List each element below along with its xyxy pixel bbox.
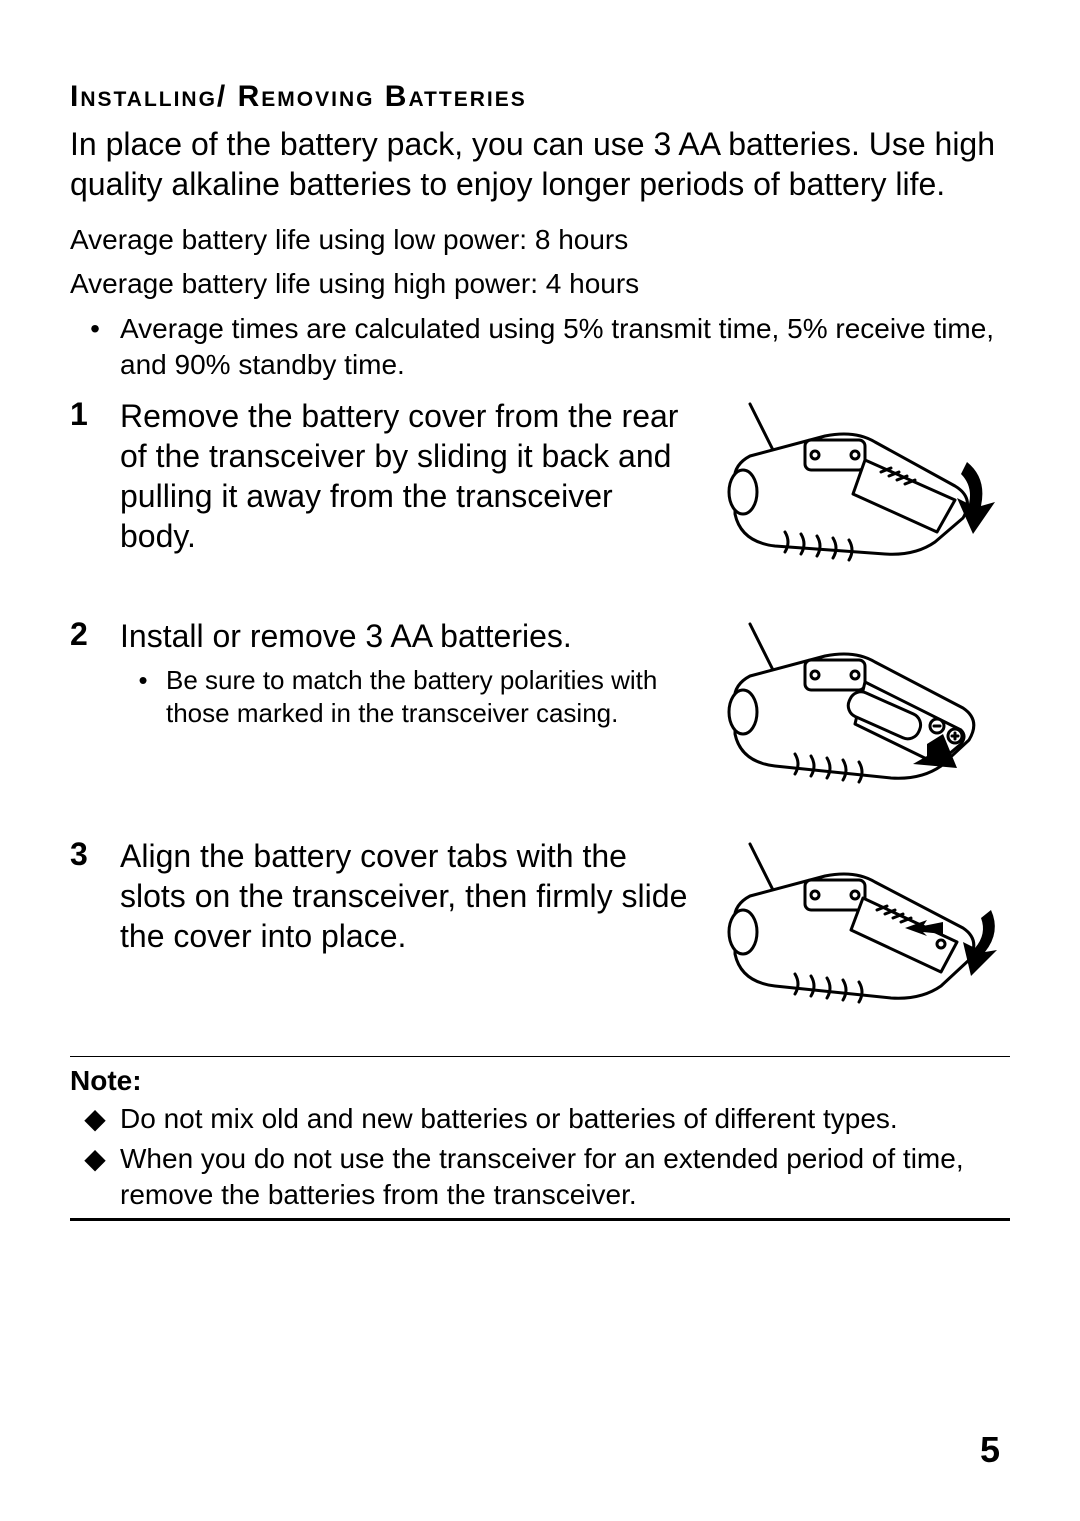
diamond-bullet-icon: ◆: [70, 1141, 120, 1214]
note-item: ◆ When you do not use the transceiver fo…: [70, 1141, 1010, 1214]
step-text-main: Align the battery cover tabs with the sl…: [120, 838, 687, 954]
step-sub-bullet: • Be sure to match the battery polaritie…: [120, 664, 690, 732]
step-number: 1: [70, 396, 120, 586]
step-text-main: Remove the battery cover from the rear o…: [120, 398, 678, 554]
step-text: Install or remove 3 AA batteries. • Be s…: [120, 616, 690, 806]
note-text: When you do not use the transceiver for …: [120, 1141, 1010, 1214]
rule-thin: [70, 1056, 1010, 1057]
avg-note-bullet: • Average times are calculated using 5% …: [70, 311, 1010, 384]
page-number: 5: [980, 1429, 1000, 1471]
intro-paragraph: In place of the battery pack, you can us…: [70, 124, 1010, 204]
step-text-main: Install or remove 3 AA batteries.: [120, 618, 572, 654]
step-body: Remove the battery cover from the rear o…: [120, 396, 1010, 586]
avg-low-line: Average battery life using low power: 8 …: [70, 222, 1010, 258]
note-title: Note:: [70, 1065, 1010, 1097]
note-item: ◆ Do not mix old and new batteries or ba…: [70, 1101, 1010, 1137]
diamond-bullet-icon: ◆: [70, 1101, 120, 1137]
note-block: Note: ◆ Do not mix old and new batteries…: [70, 1056, 1010, 1221]
avg-note-text: Average times are calculated using 5% tr…: [120, 311, 1010, 384]
steps-container: 1 Remove the battery cover from the rear…: [70, 396, 1010, 1026]
step-body: Install or remove 3 AA batteries. • Be s…: [120, 616, 1010, 806]
step-body: Align the battery cover tabs with the sl…: [120, 836, 1010, 1026]
step-figure: [700, 836, 1010, 1026]
step-text: Align the battery cover tabs with the sl…: [120, 836, 690, 1026]
bullet-dot-icon: •: [120, 664, 166, 732]
avg-high-line: Average battery life using high power: 4…: [70, 266, 1010, 302]
bullet-dot-icon: •: [70, 311, 120, 384]
step-row: 1 Remove the battery cover from the rear…: [70, 396, 1010, 586]
rule-thick: [70, 1218, 1010, 1221]
note-text: Do not mix old and new batteries or batt…: [120, 1101, 1010, 1137]
step-row: 3 Align the battery cover tabs with the …: [70, 836, 1010, 1026]
step-row: 2 Install or remove 3 AA batteries. • Be…: [70, 616, 1010, 806]
transceiver-remove-cover-icon: [705, 396, 1005, 586]
step-sub-text: Be sure to match the battery polarities …: [166, 664, 690, 732]
step-text: Remove the battery cover from the rear o…: [120, 396, 690, 586]
manual-page: Installing/ Removing Batteries In place …: [0, 0, 1080, 1521]
section-heading: Installing/ Removing Batteries: [70, 80, 1010, 114]
step-number: 2: [70, 616, 120, 806]
transceiver-close-cover-icon: [705, 836, 1005, 1026]
transceiver-insert-batteries-icon: [705, 616, 1005, 806]
step-number: 3: [70, 836, 120, 1026]
step-figure: [700, 396, 1010, 586]
step-figure: [700, 616, 1010, 806]
